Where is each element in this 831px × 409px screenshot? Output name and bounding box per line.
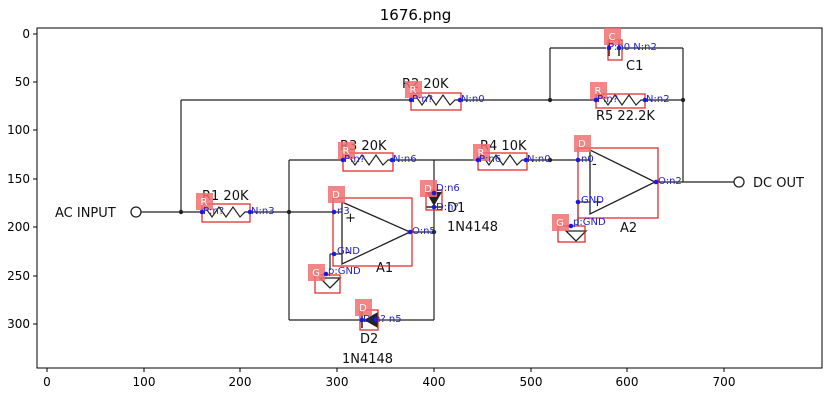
d2-part-label: 1N4148 bbox=[342, 352, 393, 367]
tag-r5: R bbox=[595, 86, 602, 97]
tag-r1: R bbox=[201, 197, 208, 208]
ann-a1-gnd: GND bbox=[337, 246, 360, 257]
ann-r4-p: P:n6 bbox=[479, 154, 501, 165]
ann-r1-p: P:n? bbox=[203, 206, 224, 217]
ann-r1-n: N:n3 bbox=[251, 206, 275, 217]
ann-r2-p: P:n? bbox=[412, 94, 433, 105]
resistor-r1 bbox=[199, 205, 250, 219]
pin-dots bbox=[199, 45, 659, 323]
d2-label: D2 bbox=[360, 332, 378, 347]
ann-a1-in: n3 bbox=[337, 206, 350, 217]
tag-g2: G bbox=[556, 218, 564, 229]
a2-plus-sign: + bbox=[592, 195, 603, 210]
ann-d2: D:n? n5 bbox=[363, 314, 402, 325]
ann-a2-out: O:n2 bbox=[658, 176, 682, 187]
ac-input-label: AC INPUT bbox=[55, 206, 116, 221]
ann-r3-p: P:n? bbox=[344, 154, 365, 165]
x-tick-label: 300 bbox=[326, 375, 349, 389]
y-tick-label: 300 bbox=[7, 317, 30, 331]
tag-r4: R bbox=[478, 148, 485, 159]
tag-a2: D bbox=[578, 139, 586, 150]
ann-d1-top: D:n6 bbox=[436, 183, 460, 194]
junction-dots bbox=[178, 97, 686, 235]
tag-c1: C bbox=[609, 32, 616, 43]
ann-r5-p: P:n? bbox=[597, 94, 618, 105]
tag-a1: D bbox=[332, 190, 340, 201]
ann-r3-n: N:n6 bbox=[393, 154, 417, 165]
y-tick-label: 200 bbox=[7, 220, 30, 234]
x-tick-label: 700 bbox=[713, 375, 736, 389]
y-tick-label: 150 bbox=[7, 172, 30, 186]
figure-title: 1676.png bbox=[379, 6, 452, 24]
ann-a2-gnd: GND bbox=[581, 195, 604, 206]
ann-r5-n: N:n2 bbox=[646, 94, 670, 105]
input-terminal bbox=[130, 206, 142, 218]
r5-label: R5 22.2K bbox=[596, 109, 655, 124]
ann-r4-n: N:n0 bbox=[527, 154, 551, 165]
ann-r2-n: N:n0 bbox=[461, 94, 485, 105]
y-tick-label: 50 bbox=[15, 75, 30, 89]
y-tick-label: 100 bbox=[7, 123, 30, 137]
a1-label: A1 bbox=[376, 261, 393, 276]
ann-c1: P:n0 N:n2 bbox=[608, 42, 657, 53]
c1-label: C1 bbox=[626, 59, 643, 74]
r1-label: R1 20K bbox=[202, 189, 249, 204]
ground-symbol-2 bbox=[564, 230, 588, 242]
r4-label: R4 10K bbox=[480, 139, 527, 154]
a1-minus-sign: - bbox=[345, 245, 350, 260]
ann-d1-bot: D:n? bbox=[436, 202, 459, 213]
x-tick-label: 0 bbox=[43, 375, 51, 389]
tag-g1: G bbox=[312, 268, 320, 279]
x-tick-label: 400 bbox=[423, 375, 446, 389]
ann-a2-in: n0 bbox=[581, 154, 594, 165]
d1-part-label: 1N4148 bbox=[447, 220, 498, 235]
ann-a1-out: O:n5 bbox=[412, 226, 436, 237]
pin-annotations: P:n? N:n3 P:n? N:n0 P:n? N:n6 P:n6 N:n0 … bbox=[203, 42, 682, 325]
ann-g1: p:GND bbox=[328, 266, 361, 277]
output-terminal bbox=[733, 176, 745, 188]
tag-r2: R bbox=[410, 85, 417, 96]
a2-minus-sign: - bbox=[592, 157, 597, 172]
opamp-a2 bbox=[589, 148, 657, 216]
x-tick-label: 100 bbox=[133, 375, 156, 389]
dc-out-label: DC OUT bbox=[753, 176, 804, 191]
tag-d1: D bbox=[424, 184, 432, 195]
x-tick-label: 200 bbox=[229, 375, 252, 389]
d1-label: D1 bbox=[447, 201, 465, 216]
a1-plus-sign: + bbox=[345, 211, 356, 226]
y-axis: 0 50 100 150 200 250 300 bbox=[7, 27, 37, 331]
diode-d2 bbox=[364, 312, 378, 328]
resistor-r2 bbox=[409, 93, 460, 107]
circuit-wires bbox=[140, 47, 734, 321]
y-tick-label: 0 bbox=[22, 27, 30, 41]
a2-label: A2 bbox=[620, 221, 637, 236]
ann-g2: p:GND bbox=[573, 217, 606, 228]
tag-d2: D bbox=[359, 303, 367, 314]
x-tick-label: 600 bbox=[616, 375, 639, 389]
x-axis: 0 100 200 300 400 500 600 700 bbox=[43, 368, 735, 389]
x-tick-label: 500 bbox=[520, 375, 543, 389]
opamp-a1 bbox=[341, 201, 412, 266]
tag-r3: R bbox=[343, 146, 350, 157]
y-tick-label: 250 bbox=[7, 269, 30, 283]
